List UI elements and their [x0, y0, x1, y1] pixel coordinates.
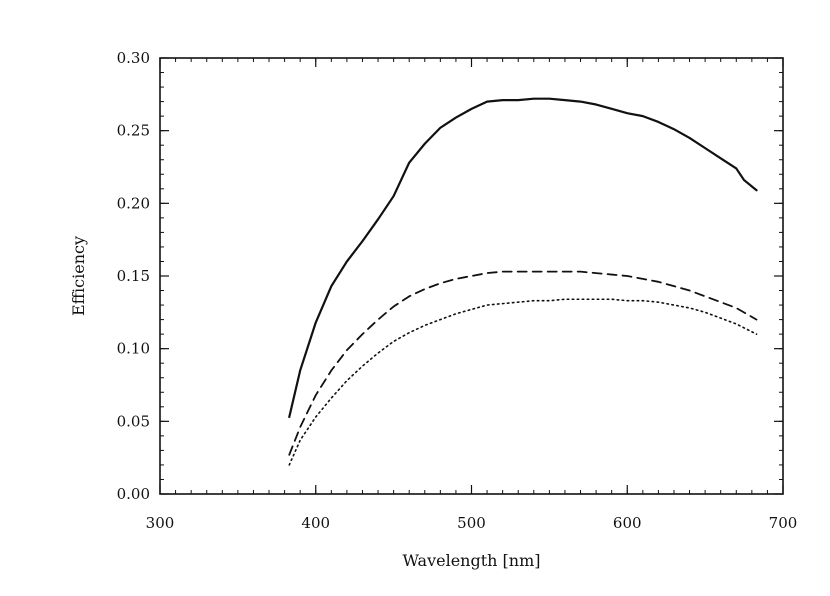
y-tick-label: 0.25	[117, 122, 150, 140]
x-tick-label: 700	[769, 514, 798, 532]
series-line-dotted	[288, 298, 758, 466]
y-tick-label: 0.00	[117, 485, 150, 503]
y-axis-title: Efficiency	[69, 236, 88, 316]
y-tick-label: 0.10	[117, 340, 150, 358]
plot-frame	[159, 57, 784, 495]
y-tick-label: 0.05	[117, 412, 150, 430]
series-layer	[288, 97, 758, 466]
series-line-dashed	[288, 270, 758, 456]
x-tick-label: 300	[146, 514, 175, 532]
x-tick-label: 500	[457, 514, 486, 532]
x-tick-label: 600	[613, 514, 642, 532]
y-tick-label: 0.15	[117, 267, 150, 285]
y-tick-label: 0.30	[117, 49, 150, 67]
series-line-solid	[288, 97, 758, 419]
x-tick-label: 400	[301, 514, 330, 532]
y-tick-label: 0.20	[117, 194, 150, 212]
x-tick-labels: 300 400 500 600 700	[146, 514, 798, 532]
x-axis-title: Wavelength [nm]	[402, 551, 540, 570]
y-tick-labels: 0.00 0.05 0.10 0.15 0.20 0.25 0.30	[117, 49, 150, 503]
